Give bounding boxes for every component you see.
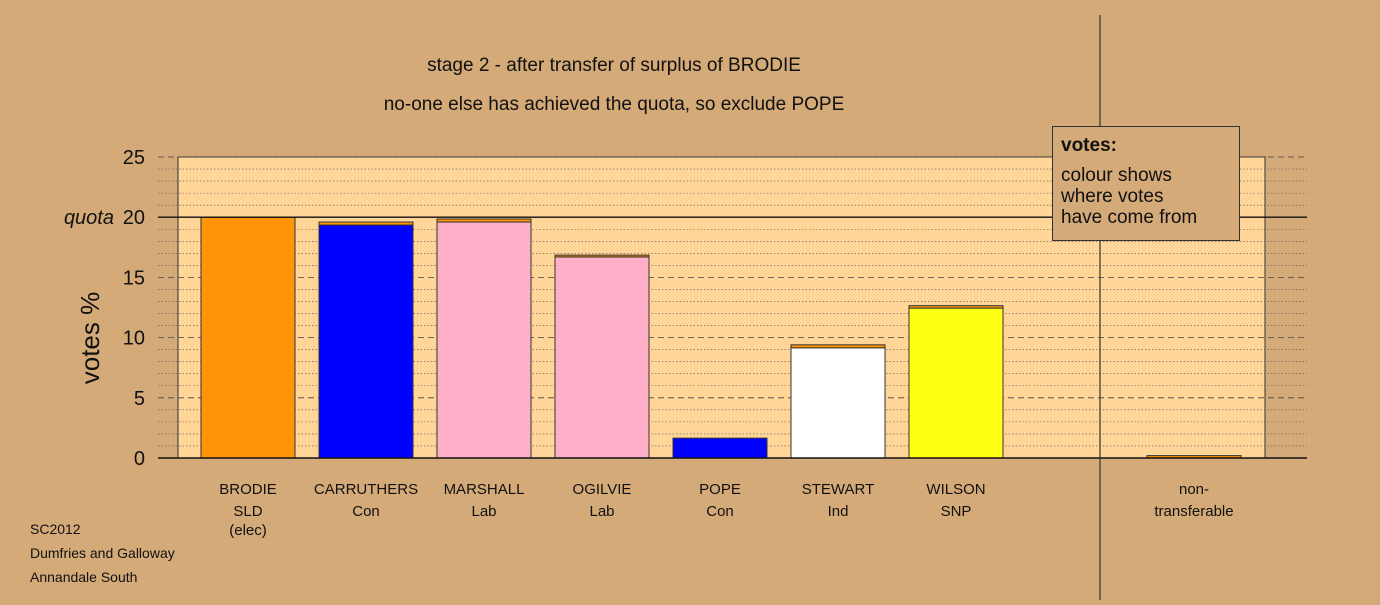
nontransferable-label: non- (1179, 481, 1209, 498)
bar (436, 221, 532, 459)
bar-transfer-segment (318, 221, 414, 226)
y-tick-label: 20 (123, 207, 145, 229)
y-axis-label: votes % (75, 292, 105, 385)
y-tick-label: 25 (123, 147, 145, 169)
bar (200, 216, 296, 459)
bar-transfer-segment (554, 254, 650, 258)
category-party-label: SNP (941, 503, 972, 520)
category-party-label: Ind (828, 503, 849, 520)
category-name-label: STEWART (802, 481, 875, 498)
y-tick-label: 0 (134, 448, 145, 470)
quota-label: quota (64, 207, 114, 229)
footer-line-3: Annandale South (30, 569, 138, 585)
bar (908, 307, 1004, 459)
bar (318, 224, 414, 459)
footer-line-1: SC2012 (30, 521, 81, 537)
category-party-label: SLD (233, 503, 262, 520)
legend-line-3: have come from (1061, 207, 1198, 228)
category-name-label: OGILVIE (573, 481, 632, 498)
bar-transfer-segment (436, 218, 532, 223)
category-party-label: Con (352, 503, 380, 520)
category-name-label: CARRUTHERS (314, 481, 418, 498)
category-name-label: MARSHALL (444, 481, 525, 498)
bar-transfer-segment (790, 344, 886, 349)
bar (790, 347, 886, 459)
category-name-label: POPE (699, 481, 741, 498)
legend: votes: colour shows where votes have com… (1052, 126, 1240, 241)
legend-line-1: colour shows (1061, 165, 1172, 186)
y-tick-label: 5 (134, 388, 145, 410)
chart-subtitle: no-one else has achieved the quota, so e… (383, 94, 845, 115)
y-tick-label: 15 (123, 267, 145, 289)
bar-transfer-segment (908, 305, 1004, 309)
nontransferable-label-2: transferable (1154, 503, 1233, 520)
category-party-label: Con (706, 503, 734, 520)
category-name-label: WILSON (926, 481, 985, 498)
category-note-label: (elec) (229, 522, 267, 539)
bar (554, 256, 650, 459)
bar (672, 437, 768, 459)
legend-title: votes: (1061, 135, 1117, 156)
category-party-label: Lab (471, 503, 496, 520)
category-party-label: Lab (589, 503, 614, 520)
y-tick-label: 10 (123, 328, 145, 350)
legend-line-2: where votes (1061, 186, 1164, 207)
category-name-label: BRODIE (219, 481, 277, 498)
footer-line-2: Dumfries and Galloway (30, 545, 175, 561)
chart-title: stage 2 - after transfer of surplus of B… (427, 55, 801, 76)
